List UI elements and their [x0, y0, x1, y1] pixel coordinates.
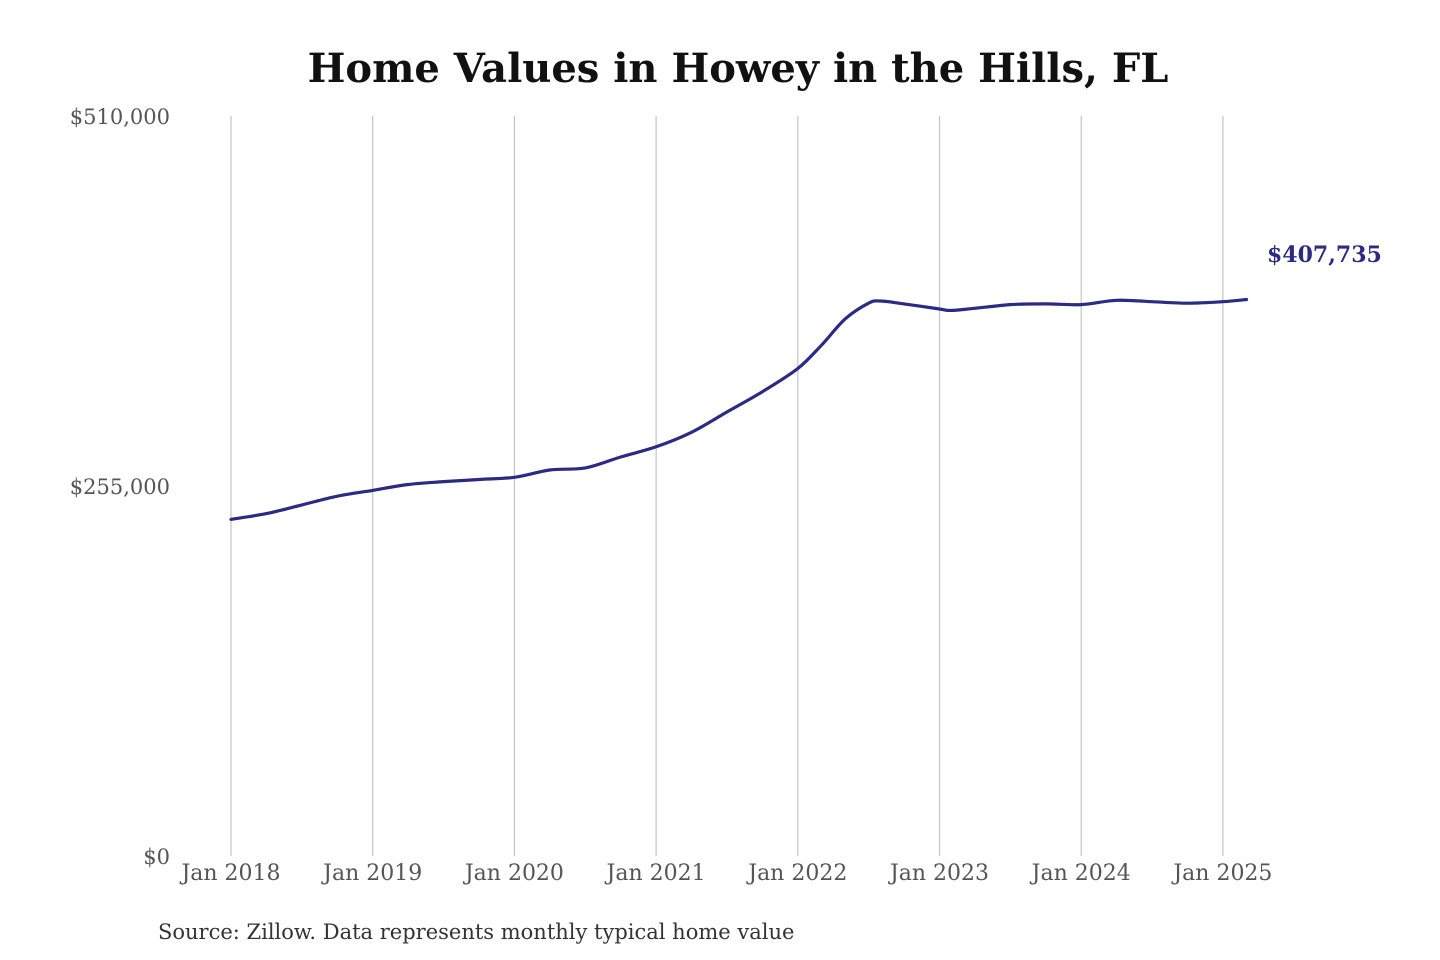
series-line [229, 297, 1249, 521]
x-tick-label: Jan 2024 [1030, 861, 1131, 886]
y-tick-label: $0 [143, 845, 170, 869]
data-point [513, 476, 515, 478]
data-point [655, 446, 657, 448]
x-tick-label: Jan 2019 [321, 861, 422, 886]
data-point [879, 300, 881, 302]
x-tick-label: Jan 2022 [746, 861, 847, 886]
x-tick-label: Jan 2018 [179, 861, 280, 886]
data-point [903, 303, 905, 305]
end-value-label: $407,735 [1267, 242, 1382, 268]
data-point [372, 489, 374, 491]
grid-layer [230, 116, 1224, 856]
data-point [974, 307, 976, 309]
data-point [950, 309, 952, 311]
x-tick-label: Jan 2020 [463, 861, 564, 886]
x-tick-label: Jan 2023 [888, 861, 989, 886]
data-point [726, 411, 728, 413]
data-point [478, 478, 480, 480]
data-point [1186, 302, 1188, 304]
data-point [265, 512, 267, 514]
data-point [1151, 301, 1153, 303]
data-point [549, 469, 551, 471]
data-point [820, 344, 822, 346]
data-point [938, 308, 940, 310]
data-point [761, 391, 763, 393]
x-tick-label: Jan 2021 [605, 861, 706, 886]
data-point [1245, 298, 1247, 300]
y-axis: $510,000 $255,000 $0 [70, 105, 170, 869]
data-point [867, 302, 869, 304]
data-point [1222, 301, 1224, 303]
data-point [230, 518, 232, 520]
data-point [1009, 303, 1011, 305]
data-point [690, 431, 692, 433]
data-point [1115, 299, 1117, 301]
data-point [797, 367, 799, 369]
x-tick-label: Jan 2025 [1171, 861, 1272, 886]
data-point [584, 467, 586, 469]
data-point [442, 480, 444, 482]
source-note: Source: Zillow. Data represents monthly … [158, 920, 794, 944]
data-point [620, 456, 622, 458]
x-axis: Jan 2018 Jan 2019 Jan 2020 Jan 2021 Jan 2022… [179, 861, 1272, 886]
series-layer [229, 297, 1249, 521]
data-point [1045, 303, 1047, 305]
y-tick-label: $510,000 [70, 105, 170, 129]
data-point [407, 483, 409, 485]
data-point [336, 495, 338, 497]
data-point [1080, 303, 1082, 305]
data-point [844, 318, 846, 320]
chart-title: Home Values in Howey in the Hills, FL [308, 45, 1169, 92]
y-tick-label: $255,000 [70, 475, 170, 499]
data-point [301, 504, 303, 506]
